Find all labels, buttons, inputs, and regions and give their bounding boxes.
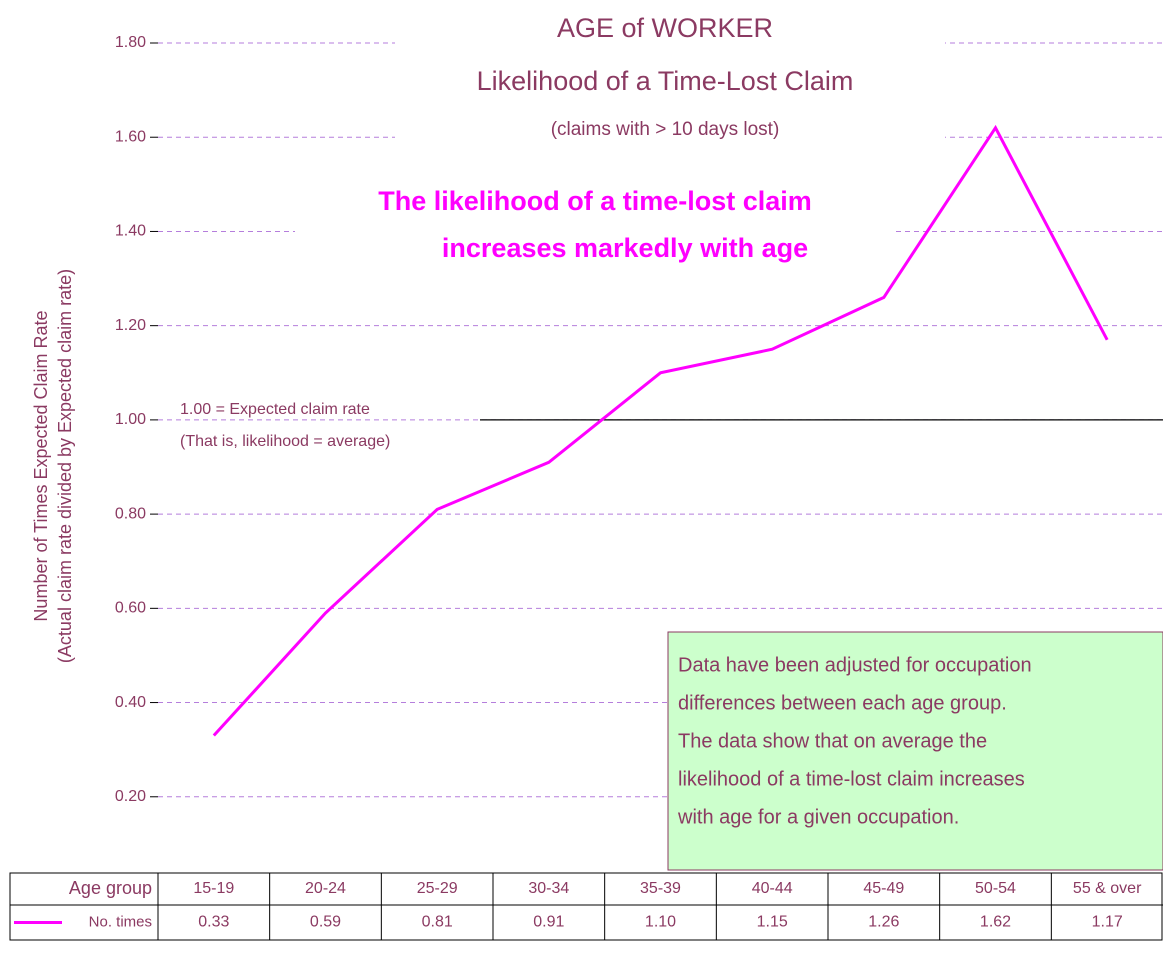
y-tick-label: 1.00 [115, 411, 146, 428]
data-table: Age group 15-19 20-24 25-29 30-34 35-39 40-44 4… [9, 872, 1163, 941]
y-tick-label: 0.80 [115, 505, 146, 522]
note-line: with age for a given occupation. [677, 806, 959, 828]
y-tick-label: 1.40 [115, 223, 146, 240]
table-background [9, 872, 1163, 941]
value-label: 1.15 [757, 914, 788, 931]
value-label: 0.59 [310, 914, 341, 931]
legend-label: No. times [89, 913, 152, 930]
value-label: 1.62 [980, 914, 1011, 931]
value-label: 0.33 [198, 914, 229, 931]
value-label: 0.91 [533, 914, 564, 931]
chart-title: AGE of WORKER [557, 13, 773, 43]
x-tick-label: 25-29 [417, 880, 458, 897]
plot: 1.00 = Expected claim rate (That is, like… [180, 124, 1163, 737]
note: Data have been adjusted for occupation di… [677, 654, 1032, 828]
headline: The likelihood of a time-lost claim [378, 186, 812, 216]
x-tick-label: 50-54 [975, 880, 1016, 897]
note-line: The data show that on average the [678, 730, 987, 752]
chart-subtitle-2: (claims with > 10 days lost) [551, 119, 780, 140]
note-line: Data have been adjusted for occupation [678, 654, 1032, 676]
headline-backdrop [295, 180, 895, 275]
headline: increases markedly with age [442, 233, 808, 263]
x-tick-label: 45-49 [863, 880, 904, 897]
x-tick-label: 30-34 [528, 880, 569, 897]
reference-label: (That is, likelihood = average) [180, 433, 390, 450]
x-tick-label: 55 & over [1073, 880, 1142, 897]
y-axis-label: (Actual claim rate divided by Expected c… [55, 269, 75, 663]
x-tick-label: 35-39 [640, 880, 681, 897]
x-tick-label: 40-44 [752, 880, 793, 897]
x-tick-label: 15-19 [193, 880, 234, 897]
value-label: 1.10 [645, 914, 676, 931]
reference-label: 1.00 = Expected claim rate [180, 401, 370, 418]
table-header: Age group [69, 878, 152, 898]
y-tick-label: 0.60 [115, 600, 146, 617]
value-label: 1.26 [868, 914, 899, 931]
data-line [212, 124, 1109, 737]
note-line: differences between each age group. [678, 692, 1007, 714]
y-tick-label: 0.40 [115, 694, 146, 711]
x-tick-label: 20-24 [305, 880, 346, 897]
y-axis-label: Number of Times Expected Claim Rate [31, 310, 51, 621]
value-label: 1.17 [1092, 914, 1123, 931]
y-tick-label: 0.20 [115, 788, 146, 805]
chart-subtitle: Likelihood of a Time-Lost Claim [477, 66, 854, 96]
note-line: likelihood of a time-lost claim increase… [678, 768, 1025, 790]
y-tick-label: 1.60 [115, 128, 146, 145]
title-backdrop [395, 5, 945, 150]
value-label: 0.81 [422, 914, 453, 931]
note-box [667, 631, 1163, 871]
y-tick-label: 1.80 [115, 34, 146, 51]
y-tick-label: 1.20 [115, 317, 146, 334]
